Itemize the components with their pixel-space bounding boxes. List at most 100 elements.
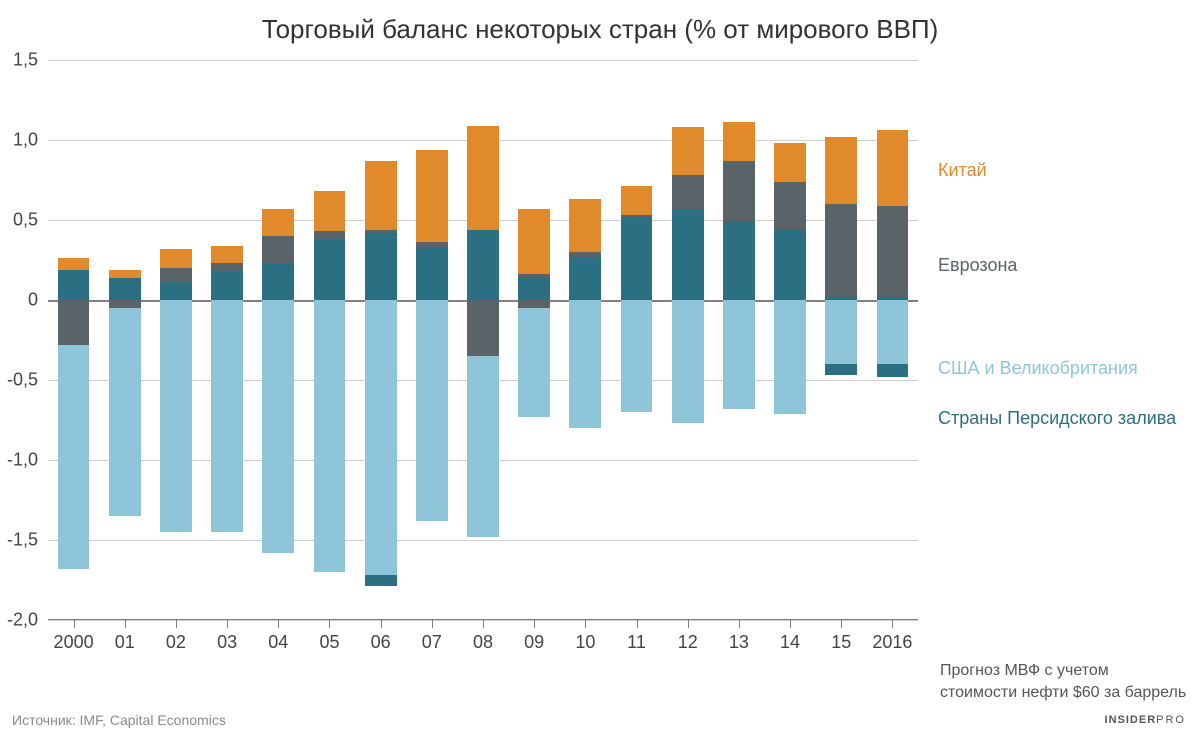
bar-usauk bbox=[262, 300, 294, 553]
legend-china: Китай bbox=[938, 160, 987, 181]
bar-china bbox=[569, 199, 601, 252]
bar-eurozone bbox=[774, 182, 806, 230]
bar-china bbox=[109, 270, 141, 278]
bar-china bbox=[723, 122, 755, 160]
chart-title: Торговый баланс некоторых стран (% от ми… bbox=[0, 14, 1200, 45]
bar-usauk bbox=[621, 300, 653, 412]
bar-eurozone bbox=[211, 263, 243, 271]
bar-group bbox=[672, 60, 704, 620]
legend-usauk: США и Великобритания bbox=[938, 358, 1138, 379]
x-tick-label: 04 bbox=[268, 620, 288, 653]
bar-eurozone bbox=[160, 268, 192, 282]
x-tick-label: 08 bbox=[473, 620, 493, 653]
bar-china bbox=[211, 246, 243, 264]
x-tick-label: 06 bbox=[371, 620, 391, 653]
bar-gulf bbox=[416, 247, 448, 300]
x-tick-label: 15 bbox=[831, 620, 851, 653]
x-tick-label: 10 bbox=[575, 620, 595, 653]
plot-area: -2,0-1,5-1,0-0,500,51,01,520000102030405… bbox=[48, 60, 918, 620]
bar-group bbox=[109, 60, 141, 620]
y-tick-label: -2,0 bbox=[7, 610, 48, 631]
bar-gulf bbox=[621, 217, 653, 300]
bar-china bbox=[416, 150, 448, 243]
bar-usauk bbox=[723, 300, 755, 409]
bar-china bbox=[365, 161, 397, 230]
bar-group bbox=[416, 60, 448, 620]
bar-usauk bbox=[416, 300, 448, 521]
y-tick-label: -1,5 bbox=[7, 530, 48, 551]
x-tick-label: 03 bbox=[217, 620, 237, 653]
x-tick-label: 14 bbox=[780, 620, 800, 653]
bar-group bbox=[621, 60, 653, 620]
x-tick-label: 2016 bbox=[872, 620, 912, 653]
bar-gulf bbox=[314, 239, 346, 300]
bar-group bbox=[211, 60, 243, 620]
bar-usauk bbox=[467, 356, 499, 537]
y-tick-label: -1,0 bbox=[7, 450, 48, 471]
bar-gulf bbox=[365, 233, 397, 300]
bar-china bbox=[621, 186, 653, 215]
bar-group bbox=[160, 60, 192, 620]
forecast-note: Прогноз МВФ с учетом стоимости нефти $60… bbox=[940, 660, 1186, 703]
bar-eurozone bbox=[416, 242, 448, 247]
bar-eurozone bbox=[518, 300, 550, 308]
x-tick-label: 13 bbox=[729, 620, 749, 653]
forecast-note-line1: Прогноз МВФ с учетом bbox=[940, 660, 1186, 682]
bar-eurozone bbox=[877, 206, 909, 297]
bar-group bbox=[58, 60, 90, 620]
bar-usauk bbox=[825, 300, 857, 364]
bar-usauk bbox=[211, 300, 243, 532]
bar-china bbox=[518, 209, 550, 275]
brand-main: INSIDER bbox=[1105, 714, 1157, 726]
y-tick-label: 0 bbox=[28, 290, 48, 311]
bar-usauk bbox=[518, 308, 550, 417]
bar-eurozone bbox=[672, 175, 704, 209]
bar-eurozone bbox=[518, 274, 550, 277]
x-tick-label: 12 bbox=[678, 620, 698, 653]
x-tick-label: 01 bbox=[115, 620, 135, 653]
bar-group bbox=[825, 60, 857, 620]
bar-group bbox=[569, 60, 601, 620]
bar-eurozone bbox=[314, 231, 346, 239]
bar-gulf bbox=[569, 257, 601, 300]
source-text: Источник: IMF, Capital Economics bbox=[12, 712, 226, 728]
bar-eurozone bbox=[569, 252, 601, 257]
bar-gulf bbox=[723, 222, 755, 300]
bar-eurozone bbox=[621, 215, 653, 217]
bar-gulf bbox=[877, 364, 909, 377]
bar-china bbox=[262, 209, 294, 236]
bar-eurozone bbox=[825, 204, 857, 297]
x-tick-label: 05 bbox=[319, 620, 339, 653]
bar-group bbox=[518, 60, 550, 620]
bar-eurozone bbox=[365, 230, 397, 233]
x-tick-label: 07 bbox=[422, 620, 442, 653]
bar-gulf bbox=[58, 270, 90, 300]
bar-gulf bbox=[774, 230, 806, 300]
x-tick-label: 09 bbox=[524, 620, 544, 653]
bar-eurozone bbox=[109, 300, 141, 308]
bar-eurozone bbox=[262, 236, 294, 263]
bar-usauk bbox=[365, 300, 397, 575]
bar-usauk bbox=[774, 300, 806, 414]
bar-china bbox=[58, 258, 90, 269]
brand-suffix: PRO bbox=[1156, 714, 1186, 726]
bar-china bbox=[314, 191, 346, 231]
bar-group bbox=[365, 60, 397, 620]
bar-group bbox=[314, 60, 346, 620]
bar-gulf bbox=[518, 278, 550, 300]
x-tick-label: 2000 bbox=[54, 620, 94, 653]
bar-usauk bbox=[569, 300, 601, 428]
bar-gulf bbox=[109, 278, 141, 300]
bar-gulf bbox=[467, 230, 499, 300]
bar-gulf bbox=[262, 263, 294, 300]
bar-usauk bbox=[58, 345, 90, 569]
bar-gulf bbox=[672, 209, 704, 300]
bar-eurozone bbox=[723, 161, 755, 222]
y-tick-label: -0,5 bbox=[7, 370, 48, 391]
bar-china bbox=[825, 137, 857, 204]
x-tick-label: 02 bbox=[166, 620, 186, 653]
bar-eurozone bbox=[58, 300, 90, 345]
bar-group bbox=[467, 60, 499, 620]
bar-usauk bbox=[160, 300, 192, 532]
legend-gulf: Страны Персидского залива bbox=[938, 408, 1176, 429]
